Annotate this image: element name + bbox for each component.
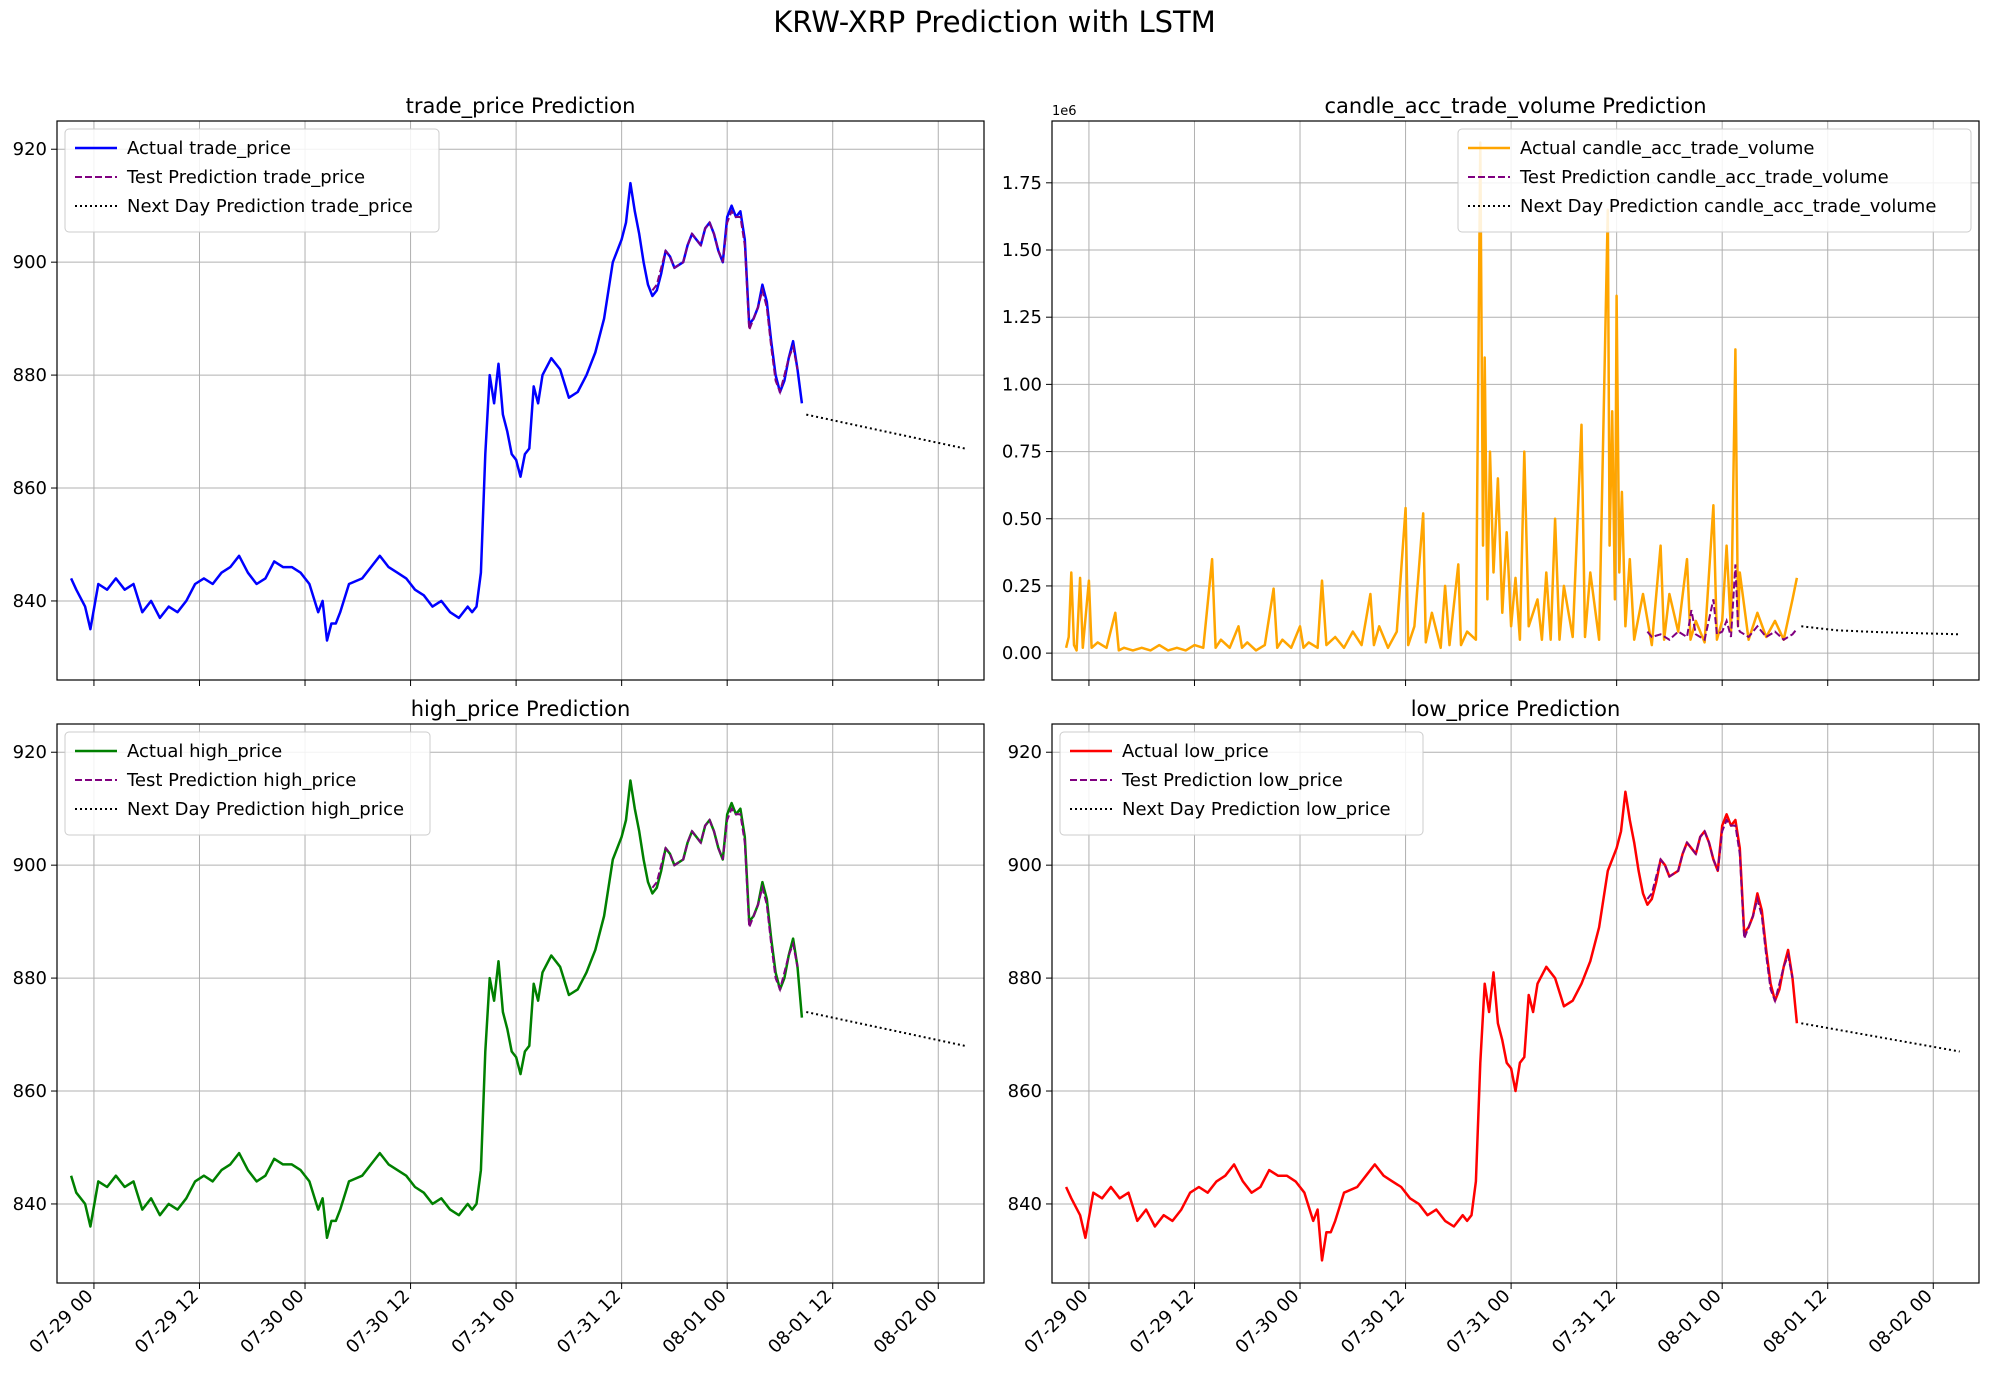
axes-frame	[1051, 723, 1980, 1284]
y-tick-label: 880	[13, 365, 47, 386]
legend-label: Next Day Prediction candle_acc_trade_vol…	[1520, 196, 1936, 217]
y-tick-label: 900	[1008, 855, 1042, 876]
legend-label: Next Day Prediction high_price	[127, 799, 404, 820]
legend-label: Actual low_price	[1122, 741, 1269, 762]
legend-box	[1059, 731, 1424, 836]
y-tick-label: 840	[13, 591, 47, 612]
y-tick-label: 920	[1008, 742, 1042, 763]
legend: Actual high_price Test Prediction high_pr…	[64, 731, 431, 836]
panel-title: candle_acc_trade_volume Prediction	[1324, 94, 1706, 119]
series-group	[1064, 141, 1960, 652]
y-tick-label: 880	[1008, 968, 1042, 989]
legend-label: Test Prediction low_price	[1121, 770, 1343, 791]
axis-offset-text: 1e6	[1052, 104, 1077, 119]
y-tick-label: 920	[13, 139, 47, 160]
series-group	[69, 181, 965, 642]
legend-label: Test Prediction candle_acc_trade_volume	[1519, 167, 1889, 188]
y-tick-label: 0.50	[1002, 509, 1042, 530]
legend-box	[1457, 128, 1972, 233]
y-tick-label: 860	[13, 478, 47, 499]
actual-series-line	[1064, 141, 1799, 652]
chart-panel: 840 860 880 900 920 trade_price Prediction Act…	[13, 94, 985, 686]
axes-frame	[56, 120, 985, 681]
legend: Actual candle_acc_trade_volume Test Predi…	[1457, 128, 1972, 233]
legend-label: Next Day Prediction trade_price	[127, 196, 413, 217]
test-prediction-line	[1646, 564, 1798, 642]
axes-frame	[1051, 120, 1980, 681]
series-group	[69, 779, 965, 1240]
legend-label: Next Day Prediction low_price	[1122, 799, 1391, 820]
legend-box	[64, 731, 431, 836]
y-tick-label: 0.75	[1002, 442, 1042, 463]
y-tick-label: 0.25	[1002, 576, 1042, 597]
chart-panel: 0.00 0.25 0.50 0.75 1.00 1.25 1.50 1.75 candle_a…	[1002, 94, 1980, 686]
y-tick-label: 900	[13, 855, 47, 876]
panel-title: low_price Prediction	[1411, 697, 1621, 722]
next-day-prediction-line	[1801, 1022, 1960, 1053]
legend-label: Test Prediction high_price	[126, 770, 356, 791]
y-tick-label: 1.50	[1002, 240, 1042, 261]
series-group	[1064, 790, 1960, 1262]
axes-frame	[56, 723, 985, 1284]
y-tick-label: 900	[13, 252, 47, 273]
figure-title: KRW-XRP Prediction with LSTM	[773, 5, 1216, 39]
panel-title: high_price Prediction	[411, 697, 631, 722]
test-prediction-line	[651, 209, 799, 396]
next-day-prediction-line	[806, 413, 965, 450]
y-tick-label: 0.00	[1002, 643, 1042, 664]
y-tick-label: 840	[1008, 1194, 1042, 1215]
legend-label: Actual trade_price	[127, 138, 291, 159]
test-prediction-line	[1646, 818, 1794, 1004]
y-tick-label: 1.25	[1002, 307, 1042, 328]
next-day-prediction-line	[806, 1011, 965, 1047]
y-tick-label: 1.00	[1002, 374, 1042, 395]
y-tick-label: 880	[13, 968, 47, 989]
y-tick-label: 1.75	[1002, 173, 1042, 194]
y-tick-label: 860	[1008, 1081, 1042, 1102]
legend: Actual trade_price Test Prediction trade_…	[64, 128, 440, 233]
legend-label: Actual candle_acc_trade_volume	[1520, 138, 1814, 159]
legend: Actual low_price Test Prediction low_pric…	[1059, 731, 1424, 836]
legend-label: Actual high_price	[127, 741, 282, 762]
y-tick-label: 860	[13, 1081, 47, 1102]
y-tick-label: 840	[13, 1194, 47, 1215]
panel-title: trade_price Prediction	[406, 94, 636, 119]
legend-box	[64, 128, 440, 233]
legend-label: Test Prediction trade_price	[126, 167, 365, 188]
test-prediction-line	[651, 806, 799, 993]
y-tick-label: 920	[13, 742, 47, 763]
